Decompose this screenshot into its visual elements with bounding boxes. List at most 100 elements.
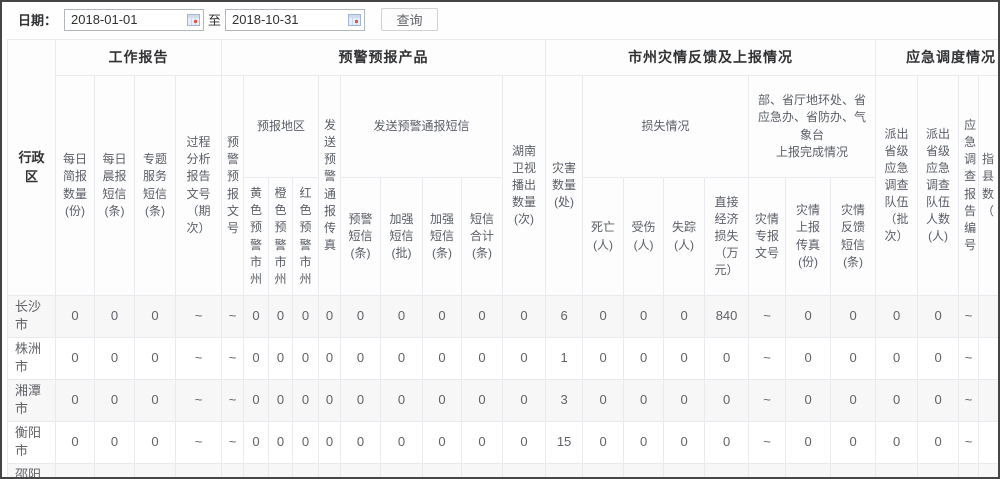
col-injured: 受伤(人) xyxy=(623,177,665,296)
table-cell: 0 xyxy=(875,462,919,477)
table-cell: 0 xyxy=(55,462,95,477)
table-cell: 0 xyxy=(134,420,176,464)
table-cell: 0 xyxy=(623,295,665,338)
table-cell: 0 xyxy=(875,295,919,338)
region-cell: 株洲市 xyxy=(7,336,56,380)
table-cell: ~ xyxy=(221,378,244,422)
col-yellow-warning: 黄色预警市州 xyxy=(243,177,269,296)
region-cell: 长沙市 xyxy=(7,295,56,338)
table-cell: 0 xyxy=(582,336,625,380)
table-cell: 0 xyxy=(268,378,293,422)
table-cell: 0 xyxy=(292,378,319,422)
col-econ-loss: 直接经济损失（万元） xyxy=(704,177,750,296)
table-cell: 0 xyxy=(340,336,381,380)
table-cell: 0 xyxy=(785,420,832,464)
table-cell: 0 xyxy=(94,420,135,464)
calendar-icon[interactable] xyxy=(187,13,201,26)
col-daily-brief: 每日简报数量(份) xyxy=(55,75,95,296)
table-body: 长沙市 0 0 0 ~ ~0 0 0 0 0 0 0 0 0 6 0 0 0 840 ~0 0 0 0 ~ 株洲市 0 0 0 ~ ~0 0… xyxy=(7,295,998,477)
region-cell: 邵阳市 xyxy=(7,462,56,477)
col-disaster-fax: 灾情上报传真(份) xyxy=(785,177,832,296)
table-cell: 0 xyxy=(268,420,293,464)
table-cell: 0 xyxy=(830,420,877,464)
table-cell: 0 xyxy=(380,336,423,380)
report-table: 行政区 工作报告 预警预报产品 市州灾情反馈及上报情况 应急调度情况 每日简报数… xyxy=(7,39,998,477)
table-cell: 0 xyxy=(830,378,877,422)
table-cell: 0 xyxy=(380,420,423,464)
col-warn-sms-count: 预警短信(条) xyxy=(340,177,381,296)
group-emergency-dispatch: 应急调度情况 xyxy=(875,39,998,76)
col-team-people: 派出省级应急调查队伍人数(人) xyxy=(917,75,960,296)
table-cell: 0 xyxy=(917,336,960,380)
table-cell: 0 xyxy=(917,420,960,464)
table-cell: 0 xyxy=(134,295,176,338)
table-cell: 0 xyxy=(704,378,750,422)
table-cell xyxy=(978,378,998,422)
table-cell: 0 xyxy=(268,462,293,477)
table-row: 湘潭市 0 0 0 ~ ~0 0 0 0 0 0 0 0 0 3 0 0 0 0 ~0 0 0 0 ~ xyxy=(7,378,998,422)
table-row: 衡阳市 0 0 0 ~ ~0 0 0 0 0 0 0 0 0 15 0 0 0 0 ~0 0 0 0 ~ xyxy=(7,420,998,464)
table-cell: 0 xyxy=(501,378,547,422)
calendar-icon[interactable] xyxy=(348,13,362,26)
table-cell: 0 xyxy=(243,295,269,338)
table-cell: 0 xyxy=(785,378,832,422)
group-loss: 损失情况 xyxy=(582,75,750,178)
table-cell: 0 xyxy=(318,462,341,477)
table-cell: 0 xyxy=(422,378,462,422)
table-cell: ~ xyxy=(748,462,787,477)
table-cell: 0 xyxy=(243,420,269,464)
col-missing: 失踪(人) xyxy=(663,177,706,296)
table-cell: 0 xyxy=(704,462,750,477)
col-survey-report-no: 应急调查报告编号 xyxy=(958,75,980,296)
table-cell: ~ xyxy=(958,420,980,464)
table-cell: 0 xyxy=(94,295,135,338)
col-tv-count: 湖南卫视播出数量(次) xyxy=(501,75,547,296)
table-cell: ~ xyxy=(748,336,787,380)
table-cell: ~ xyxy=(958,295,980,338)
search-button[interactable]: 查询 xyxy=(381,8,439,31)
table-cell: 0 xyxy=(704,420,750,464)
table-cell: 0 xyxy=(623,336,665,380)
col-warn-doc: 预警预报文号 xyxy=(221,75,244,296)
clipped-col-label: 指县数（ xyxy=(982,152,995,218)
table-cell: 0 xyxy=(292,462,319,477)
table-cell: 0 xyxy=(917,462,960,477)
col-extra-sms-count: 加强短信(条) xyxy=(422,177,462,296)
table-cell: 0 xyxy=(292,420,319,464)
end-date-value: 2018-10-31 xyxy=(232,12,299,27)
table-cell: ~ xyxy=(175,462,222,477)
table-cell: 0 xyxy=(830,336,877,380)
table-cell: 0 xyxy=(461,378,503,422)
report-table-wrap: 行政区 工作报告 预警预报产品 市州灾情反馈及上报情况 应急调度情况 每日简报数… xyxy=(7,39,998,477)
table-cell: 0 xyxy=(422,420,462,464)
col-disaster-count: 灾害数量(处) xyxy=(545,75,584,296)
group-forecast-area: 预报地区 xyxy=(243,75,319,178)
table-cell: 0 xyxy=(243,378,269,422)
table-cell: 0 xyxy=(134,462,176,477)
end-date-input[interactable]: 2018-10-31 xyxy=(225,8,366,31)
table-cell: 0 xyxy=(134,336,176,380)
date-range-to-label: 至 xyxy=(208,13,222,28)
table-cell: 0 xyxy=(268,336,293,380)
start-date-input[interactable]: 2018-01-01 xyxy=(64,8,205,31)
table-cell: 0 xyxy=(917,295,960,338)
table-cell: ~ xyxy=(175,295,222,338)
table-cell: 0 xyxy=(461,336,503,380)
table-cell: 0 xyxy=(243,462,269,477)
group-report-complete: 部、省厅地环处、省应急办、省防办、气象台 上报完成情况 xyxy=(748,75,877,178)
col-red-warning: 红色预警市州 xyxy=(292,177,319,296)
table-cell: 0 xyxy=(55,295,95,338)
col-disaster-sms: 灾情反馈短信(条) xyxy=(830,177,877,296)
table-cell: 0 xyxy=(461,420,503,464)
region-cell: 衡阳市 xyxy=(7,420,56,464)
table-cell: 0 xyxy=(94,378,135,422)
col-region: 行政区 xyxy=(7,39,56,296)
table-cell: 0 xyxy=(55,378,95,422)
table-cell: 13 xyxy=(545,462,584,477)
table-cell: 0 xyxy=(340,420,381,464)
table-cell: 3 xyxy=(545,378,584,422)
table-cell: 0 xyxy=(318,420,341,464)
col-disaster-doc: 灾情专报文号 xyxy=(748,177,787,296)
